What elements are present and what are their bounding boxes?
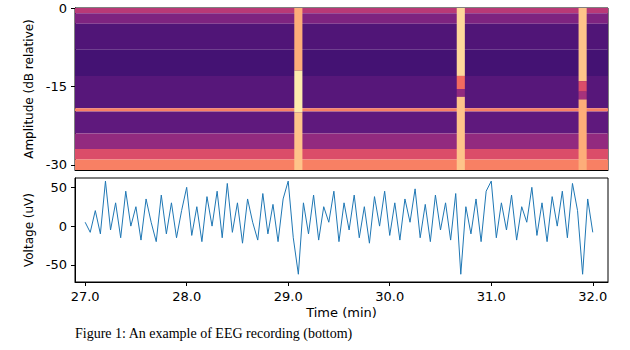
svg-text:Voltage (uV): Voltage (uV) — [22, 193, 36, 267]
svg-text:31.0: 31.0 — [477, 289, 506, 304]
svg-text:28.0: 28.0 — [172, 289, 201, 304]
svg-text:0: 0 — [59, 219, 67, 234]
svg-text:Time (min): Time (min) — [305, 305, 377, 320]
svg-text:32.0: 32.0 — [578, 289, 607, 304]
svg-text:-15: -15 — [46, 79, 67, 94]
svg-text:0: 0 — [59, 1, 67, 16]
svg-text:50: 50 — [50, 180, 67, 195]
svg-text:29.0: 29.0 — [274, 289, 303, 304]
svg-text:Amplitude (dB relative): Amplitude (dB relative) — [22, 19, 36, 159]
svg-text:Figure 1: An example of EEG re: Figure 1: An example of EEG recording (b… — [75, 326, 353, 342]
svg-text:-50: -50 — [46, 257, 67, 272]
svg-text:-30: -30 — [46, 157, 67, 172]
svg-text:27.0: 27.0 — [71, 289, 100, 304]
svg-text:30.0: 30.0 — [375, 289, 404, 304]
